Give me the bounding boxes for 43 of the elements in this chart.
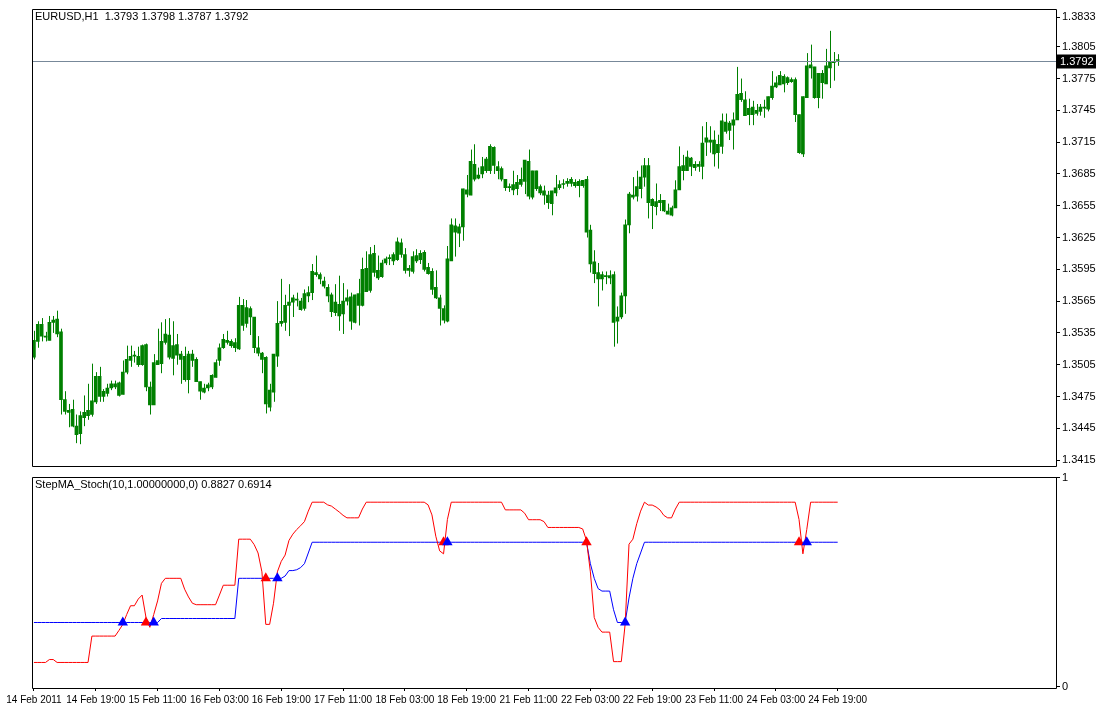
candlestick [565, 177, 570, 188]
x-tick-label: 18 Feb 03:00 [375, 693, 435, 705]
y-tick-label: 0 [1062, 679, 1069, 692]
x-tick-label: 16 Feb 19:00 [251, 693, 312, 705]
x-tick-label: 24 Feb 03:00 [746, 693, 806, 705]
y-tick-label: 1.3655 [1062, 198, 1096, 211]
y-tick-label: 1 [1062, 470, 1069, 483]
candlestick [225, 330, 229, 346]
chart-title: EURUSD,H1 1.3793 1.3798 1.3787 1.3792 [35, 10, 249, 23]
y-tick-label: 1.3475 [1062, 389, 1096, 402]
point [272, 572, 283, 582]
y-tick-label: 1.3685 [1062, 166, 1096, 179]
candlestick [507, 182, 512, 193]
y-tick-label: 1.3565 [1062, 294, 1096, 307]
x-tick-label: 16 Feb 03:00 [189, 693, 250, 705]
y-tick-label: 1.3415 [1062, 453, 1096, 466]
y-tick-label: 1.3833 [1062, 10, 1096, 23]
point [801, 536, 812, 546]
candlestick [762, 99, 767, 119]
x-tick-label: 14 Feb 19:00 [66, 693, 126, 705]
y-tick-label: 1.3745 [1062, 103, 1096, 116]
y-tick-label: 1.3535 [1062, 325, 1096, 338]
point [442, 536, 453, 546]
point [581, 536, 592, 546]
x-tick-label: 22 Feb 19:00 [622, 693, 683, 705]
x-tick-label: 24 Feb 19:00 [808, 693, 868, 705]
y-tick-label: 1.3445 [1062, 421, 1096, 434]
x-tick-label: 23 Feb 11:00 [684, 693, 744, 705]
y-tick-label: 1.3505 [1062, 357, 1096, 370]
candlestick [561, 178, 566, 190]
x-tick-label: 15 Feb 11:00 [128, 693, 188, 705]
ref-line-label: 1.3792 [1060, 54, 1094, 67]
y-tick-label: 1.3625 [1062, 230, 1096, 243]
chart-title: StepMA_Stoch(10,1.00000000,0) 0.8827 0.6914 [35, 478, 272, 491]
y-tick-label: 1.3595 [1062, 262, 1096, 275]
y-tick-label: 1.3805 [1062, 39, 1096, 52]
x-tick-label: 14 Feb 2011 [6, 693, 63, 705]
x-tick-label: 17 Feb 11:00 [313, 693, 373, 705]
x-tick-label: 18 Feb 19:00 [437, 693, 497, 705]
x-tick-label: 22 Feb 03:00 [560, 693, 621, 705]
y-tick-label: 1.3775 [1062, 71, 1096, 84]
x-tick-label: 21 Feb 11:00 [499, 693, 559, 705]
y-tick-label: 1.3715 [1062, 135, 1096, 148]
